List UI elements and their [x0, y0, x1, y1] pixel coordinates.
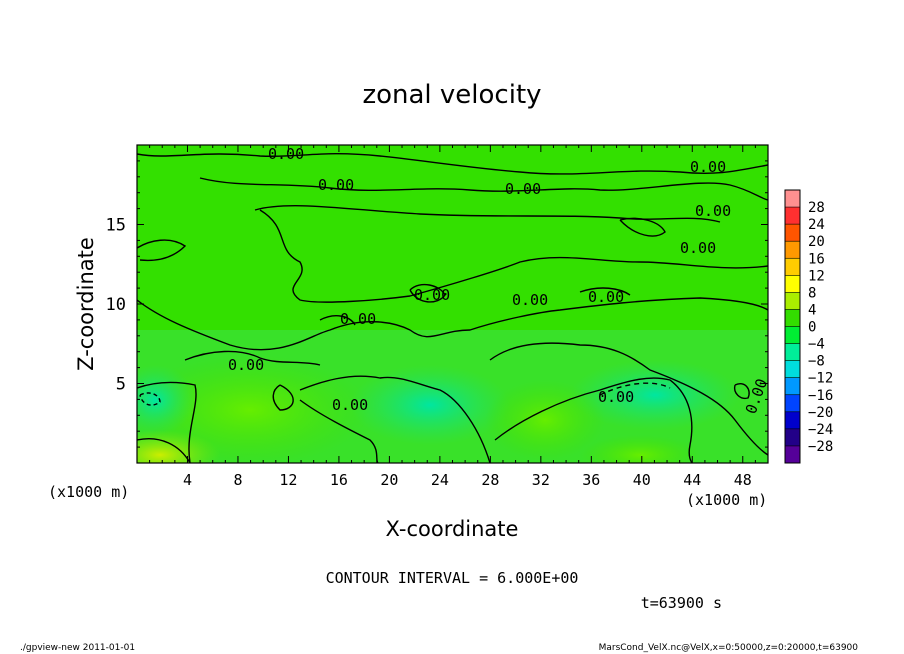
x-axis-units: (x1000 m) — [686, 491, 767, 509]
y-tick-label: 10 — [106, 295, 126, 315]
contour-label: 0.00 — [414, 286, 450, 304]
y-tick-label: 5 — [116, 375, 126, 395]
contour-label: 0.00 — [318, 176, 354, 194]
contour-label: 0.00 — [690, 158, 726, 176]
chart-title: zonal velocity — [362, 80, 541, 110]
footer-left: ./gpview-new 2011-01-01 — [20, 643, 135, 653]
x-axis: 4 8 12 16 20 24 28 32 36 40 44 48 — [136, 145, 769, 489]
colorbar-swatch — [785, 360, 800, 379]
x-tick-label: 36 — [582, 471, 600, 489]
colorbar-label: 20 — [808, 234, 825, 250]
colorbar-label: −8 — [808, 354, 825, 370]
footer-right: MarsCond_VelX.nc@VelX,x=0:50000,z=0:2000… — [599, 643, 859, 653]
x-tick-label: 44 — [683, 471, 701, 489]
colorbar-label: −28 — [808, 439, 833, 455]
contour-label: 0.00 — [268, 145, 304, 163]
colorbar-label: −20 — [808, 405, 833, 421]
colorbar-swatch — [785, 445, 800, 464]
colorbar-swatch — [785, 411, 800, 430]
x-tick-label: 24 — [431, 471, 449, 489]
contour-label: 0.00 — [332, 396, 368, 414]
contour-label: 0.00 — [340, 310, 376, 328]
colorbar-swatch — [785, 309, 800, 327]
colorbar-label: 24 — [808, 217, 825, 233]
plot-area: 0.00 0.00 0.00 0.00 0.00 0.00 0.00 0.00 … — [136, 144, 771, 464]
x-tick-label: 16 — [330, 471, 348, 489]
colorbar-label: −4 — [808, 337, 825, 353]
x-tick-label: 40 — [633, 471, 651, 489]
y-axis: 5 10 15 — [106, 144, 768, 464]
colorbar-label: −24 — [808, 422, 833, 438]
x-tick-label: 4 — [183, 471, 192, 489]
x-tick-label: 32 — [532, 471, 550, 489]
colorbar-label: 8 — [808, 285, 816, 301]
contour-label: 0.00 — [505, 180, 541, 198]
contour-label: 0.00 — [695, 202, 731, 220]
colorbar-label: 16 — [808, 251, 825, 267]
contour-label: 0.00 — [588, 288, 624, 306]
colorbar-label: 4 — [808, 302, 816, 318]
y-axis-title: Z-coordinate — [74, 237, 98, 371]
colorbar-swatch — [785, 275, 800, 293]
y-tick-label: 15 — [106, 216, 126, 236]
colorbar-swatch — [785, 241, 800, 259]
time-text: t=63900 s — [641, 594, 722, 612]
contour-interval-text: CONTOUR INTERVAL = 6.000E+00 — [326, 569, 579, 587]
colorbar-swatch — [785, 377, 800, 396]
colorbar-swatch — [785, 258, 800, 276]
colorbar-swatch — [785, 292, 800, 310]
x-tick-label: 12 — [279, 471, 297, 489]
field-shading — [137, 330, 768, 463]
contour-label: 0.00 — [598, 388, 634, 406]
y-axis-units: (x1000 m) — [48, 483, 129, 501]
x-axis-title: X-coordinate — [386, 517, 519, 541]
x-tick-label: 28 — [481, 471, 499, 489]
x-tick-label: 20 — [380, 471, 398, 489]
colorbar-swatch — [785, 207, 800, 225]
colorbar-swatch — [785, 224, 800, 242]
contour-label: 0.00 — [512, 291, 548, 309]
contour-label: 0.00 — [228, 356, 264, 374]
colorbar-swatch — [785, 190, 800, 208]
x-tick-label: 48 — [734, 471, 752, 489]
contour-label: 0.00 — [680, 239, 716, 257]
colorbar-label: 12 — [808, 268, 825, 284]
colorbar-swatch — [785, 428, 800, 447]
x-tick-label: 8 — [233, 471, 242, 489]
colorbar-swatch — [785, 343, 800, 362]
colorbar-swatch — [785, 394, 800, 413]
colorbar-label: 0 — [808, 320, 816, 336]
colorbar-label: 28 — [808, 200, 825, 216]
colorbar-swatch — [785, 326, 800, 345]
colorbar-label: −12 — [808, 371, 833, 387]
colorbar-label: −16 — [808, 388, 833, 404]
contour-lines — [137, 153, 768, 463]
